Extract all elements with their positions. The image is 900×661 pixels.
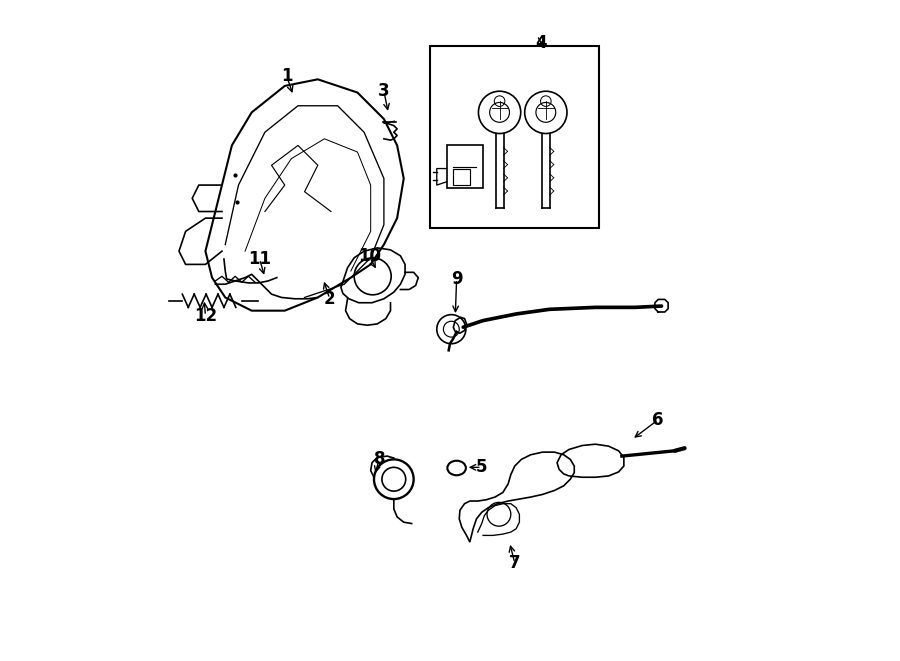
Text: 12: 12 [194, 307, 217, 325]
Text: 5: 5 [476, 458, 488, 477]
Text: 7: 7 [509, 554, 520, 572]
Bar [446, 145, 483, 188]
Text: 1: 1 [281, 67, 292, 85]
Text: 10: 10 [358, 247, 381, 266]
Text: 11: 11 [248, 250, 271, 268]
Text: 8: 8 [374, 449, 385, 468]
Text: 4: 4 [536, 34, 547, 52]
Bar [454, 169, 470, 185]
Text: 6: 6 [652, 410, 664, 429]
Text: 3: 3 [378, 82, 390, 100]
Bar [430, 46, 598, 228]
Text: 9: 9 [451, 270, 463, 288]
Text: 2: 2 [324, 290, 336, 308]
